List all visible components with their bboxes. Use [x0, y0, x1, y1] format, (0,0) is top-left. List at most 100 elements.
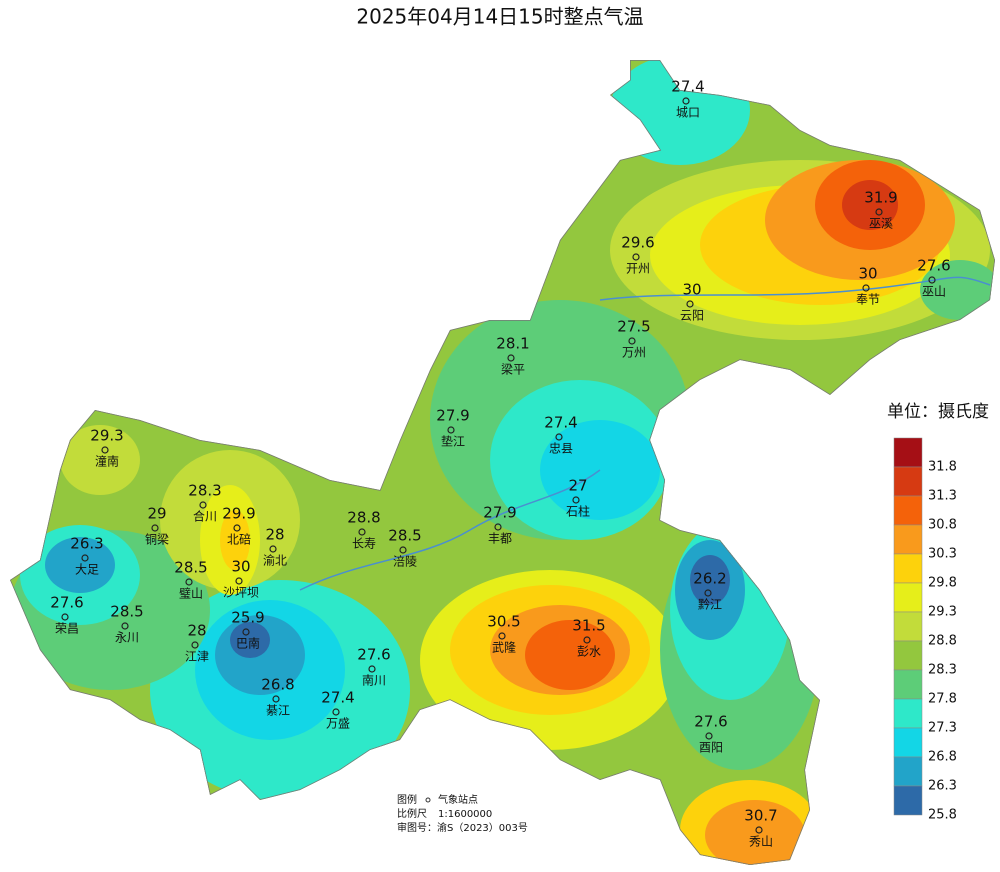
station-value: 30	[858, 265, 877, 283]
station-name: 北碚	[227, 532, 251, 547]
station-marker	[682, 97, 690, 105]
station-value: 25.9	[231, 609, 264, 627]
map-title: 2025年04月14日15时整点气温	[356, 5, 643, 29]
legend-label: 26.3	[928, 779, 957, 794]
station-marker	[399, 546, 407, 554]
station-marker	[242, 628, 250, 636]
station-name: 云阳	[680, 309, 704, 323]
station-name: 巴南	[236, 636, 260, 651]
station-value: 27	[568, 477, 587, 495]
station-name: 秀山	[749, 835, 773, 849]
station-value: 28.3	[188, 482, 221, 500]
legend-swatch	[893, 669, 923, 700]
note: 比例尺	[397, 807, 427, 820]
station-marker	[555, 433, 563, 441]
station-marker	[332, 708, 340, 716]
station-value: 28.8	[347, 509, 380, 527]
legend-label: 29.8	[928, 576, 957, 591]
station-marker	[191, 641, 199, 649]
station-value: 27.6	[917, 257, 950, 275]
station-value: 29	[147, 505, 166, 523]
legend-label: 31.8	[928, 460, 957, 475]
station-marker	[628, 337, 636, 345]
note: 气象站点	[438, 793, 478, 806]
station-marker	[572, 496, 580, 504]
legend-label: 26.8	[928, 750, 957, 765]
station-name: 垫江	[441, 434, 465, 449]
legend-label: 28.8	[928, 634, 957, 649]
legend-label: 27.3	[928, 721, 957, 736]
station-name: 城口	[676, 106, 700, 120]
station-value: 26.3	[70, 535, 103, 553]
station-marker	[185, 578, 193, 586]
legend-label: 31.3	[928, 489, 957, 504]
station-name: 綦江	[266, 704, 290, 718]
station-marker	[583, 636, 591, 644]
station-value: 29.9	[222, 505, 255, 523]
station-name: 永川	[115, 631, 139, 645]
temperature-field	[10, 60, 995, 865]
station-marker	[705, 732, 713, 740]
station-marker	[686, 300, 694, 308]
station-marker	[875, 208, 883, 216]
station-name: 丰都	[488, 532, 512, 546]
station-name: 武隆	[492, 640, 516, 655]
station-name: 梁平	[501, 362, 525, 377]
station-value: 28	[265, 526, 284, 544]
station-name: 巫山	[922, 285, 946, 299]
station-value: 28.1	[496, 335, 529, 353]
station-name: 潼南	[95, 454, 119, 469]
station-name: 万盛	[326, 716, 350, 731]
station-name: 璧山	[179, 586, 203, 601]
station-name: 涪陵	[393, 554, 417, 569]
station-value: 30	[231, 558, 250, 576]
station-name: 合川	[193, 509, 217, 524]
station-name: 江津	[185, 650, 209, 664]
station-marker	[368, 665, 376, 673]
legend-swatch	[893, 756, 923, 787]
station-name: 黔江	[698, 597, 722, 612]
legend-swatch	[893, 437, 923, 468]
station-marker	[81, 554, 89, 562]
river	[299, 276, 991, 591]
station-name: 大足	[75, 563, 99, 577]
station-value: 27.9	[436, 407, 469, 425]
station-value: 28.5	[110, 603, 143, 621]
station-name: 开州	[626, 262, 650, 276]
station-value: 29.3	[90, 427, 123, 445]
note: 1:1600000	[438, 809, 492, 820]
station-marker	[494, 523, 502, 531]
station-value: 28	[187, 622, 206, 640]
station-marker	[358, 528, 366, 536]
station-marker	[151, 524, 159, 532]
station-name: 铜梁	[145, 532, 169, 547]
legend-swatch	[893, 640, 923, 671]
station-value: 27.4	[321, 689, 354, 707]
legend-label: 30.3	[928, 547, 957, 562]
station-value: 31.9	[864, 189, 897, 207]
station-value: 27.6	[50, 594, 83, 612]
station-marker	[632, 253, 640, 261]
station-marker	[61, 613, 69, 621]
station-value: 30	[682, 281, 701, 299]
station-marker	[862, 284, 870, 292]
station-value: 26.2	[693, 570, 726, 588]
station-marker	[447, 426, 455, 434]
station-name: 忠县	[549, 442, 573, 456]
station-name: 彭水	[577, 645, 601, 659]
station-value: 27.6	[694, 713, 727, 731]
station-value: 27.4	[544, 414, 577, 432]
legend-swatch	[893, 698, 923, 729]
legend-swatch	[893, 553, 923, 584]
station-value: 31.5	[572, 617, 605, 635]
station-marker	[755, 826, 763, 834]
note: 图例	[397, 793, 417, 806]
station-name: 酉阳	[699, 741, 723, 755]
station-value: 28.5	[174, 559, 207, 577]
station-marker	[704, 589, 712, 597]
station-marker	[235, 577, 243, 585]
station-name: 沙坪坝	[223, 586, 259, 600]
station-value: 30.7	[744, 807, 777, 825]
station-marker	[272, 695, 280, 703]
